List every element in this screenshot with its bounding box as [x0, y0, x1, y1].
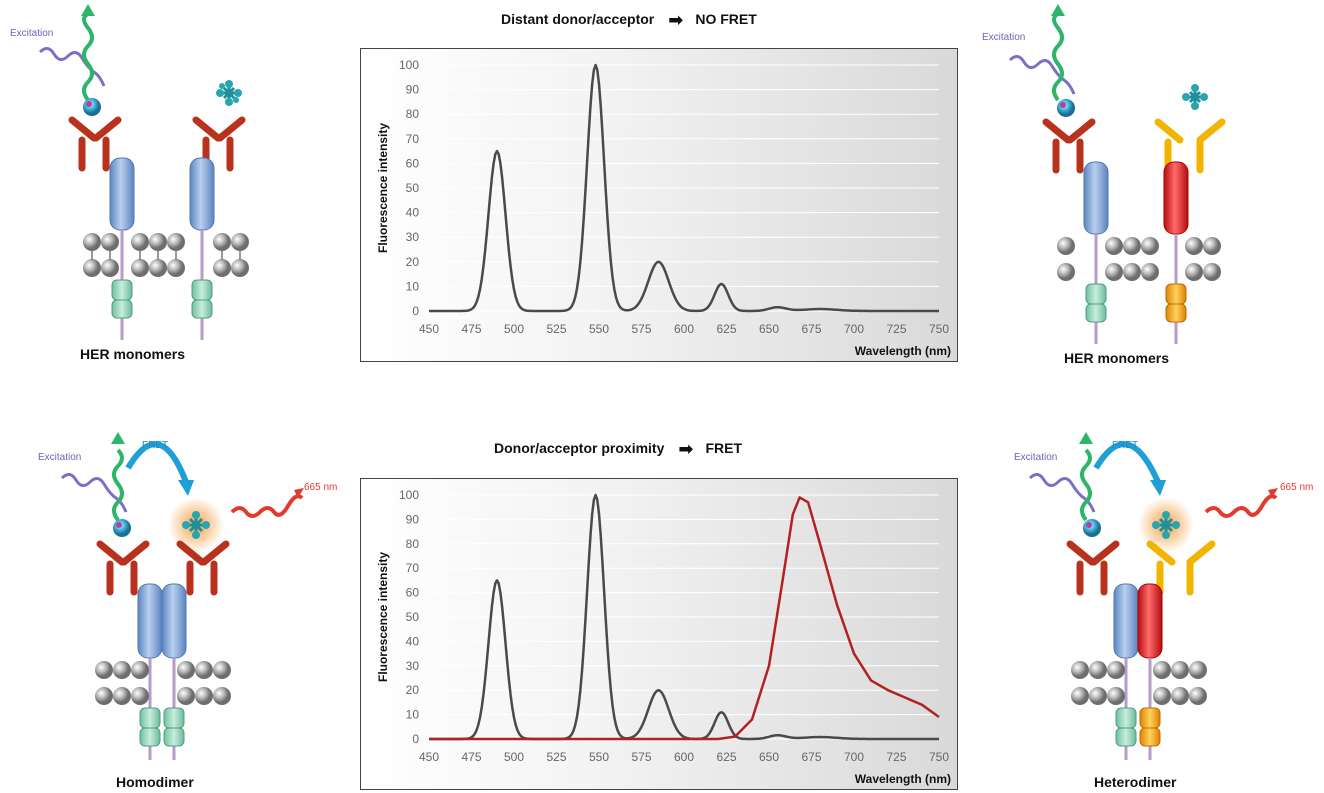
- y-tick-label: 90: [406, 83, 420, 97]
- y-axis-label: Fluorescence intensity: [376, 552, 390, 682]
- y-tick-label: 40: [406, 206, 420, 220]
- x-tick-label: 600: [674, 322, 694, 336]
- right-arrow-icon: ➡: [678, 439, 694, 459]
- x-axis-label: Wavelength (nm): [855, 772, 951, 786]
- excitation-label: Excitation: [10, 28, 54, 39]
- excitation-label: Excitation: [38, 452, 82, 463]
- spectrum-plot: 0 10 20 30 40 50 60 70 80 90 100 450 475 500 525 550 575…: [376, 488, 951, 786]
- x-tick-label: 625: [716, 750, 736, 764]
- fret-label: FRET: [1112, 440, 1139, 451]
- chart-title-right: FRET: [705, 440, 743, 456]
- y-tick-label: 100: [399, 488, 419, 502]
- x-tick-label: 625: [716, 322, 736, 336]
- y-tick-label: 80: [406, 107, 420, 121]
- panel-caption: HER monomers: [80, 346, 186, 362]
- panel-caption: HER monomers: [1064, 350, 1170, 366]
- x-tick-label: 725: [886, 322, 906, 336]
- panel-top-left: Excitation HER monomers: [0, 0, 300, 380]
- her-monomers-illustration: [38, 4, 249, 340]
- homodimer-illustration: [60, 432, 304, 760]
- x-tick-label: 600: [674, 750, 694, 764]
- y-tick-label: 100: [399, 58, 419, 72]
- fret-label: FRET: [142, 440, 169, 451]
- y-tick-label: 40: [406, 634, 420, 648]
- x-tick-label: 500: [504, 322, 524, 336]
- x-tick-label: 675: [801, 322, 821, 336]
- x-tick-label: 650: [759, 322, 779, 336]
- x-tick-label: 650: [759, 750, 779, 764]
- emission-label: 665 nm: [1280, 482, 1314, 493]
- series-line-0: [429, 63, 939, 313]
- panel-bottom-left: Excitation FRET 665 nm Homodimer: [0, 420, 340, 793]
- x-tick-label: 575: [631, 322, 651, 336]
- x-tick-label: 525: [546, 322, 566, 336]
- right-arrow-icon: ➡: [668, 10, 684, 30]
- y-tick-label: 0: [412, 304, 419, 318]
- excitation-label: Excitation: [1014, 452, 1058, 463]
- x-axis-label: Wavelength (nm): [855, 344, 951, 358]
- x-tick-label: 675: [801, 750, 821, 764]
- x-tick-label: 575: [631, 750, 651, 764]
- x-tick-label: 500: [504, 750, 524, 764]
- series-line-0: [429, 493, 939, 741]
- panel-top-right: Excitation HER monomers: [982, 0, 1324, 380]
- y-tick-label: 70: [406, 561, 420, 575]
- chart-title-top: Distant donor/acceptor ➡ NO FRET: [501, 10, 757, 31]
- panel-bottom-right: Excitation FRET 665 nm Heterodimer: [1000, 420, 1324, 793]
- y-tick-label: 90: [406, 512, 420, 526]
- y-tick-label: 20: [406, 683, 420, 697]
- x-tick-label: 475: [461, 322, 481, 336]
- y-tick-label: 50: [406, 610, 420, 624]
- chart-title-right: NO FRET: [695, 11, 757, 27]
- x-tick-label: 475: [461, 750, 481, 764]
- x-tick-label: 700: [844, 750, 864, 764]
- x-tick-label: 750: [929, 750, 949, 764]
- y-tick-label: 50: [406, 181, 420, 195]
- y-tick-label: 70: [406, 132, 420, 146]
- chart-title-left: Donor/acceptor proximity: [494, 440, 665, 456]
- y-tick-label: 20: [406, 255, 420, 269]
- chart-title-bottom: Donor/acceptor proximity ➡ FRET: [494, 439, 742, 460]
- her-monomers-illustration: [1008, 4, 1226, 344]
- spectrum-chart-bottom: 0 10 20 30 40 50 60 70 80 90 100 450 475 500 525 550 575…: [360, 478, 958, 790]
- series-line-1: [429, 496, 940, 741]
- y-tick-label: 0: [412, 732, 419, 746]
- x-tick-label: 450: [419, 322, 439, 336]
- x-tick-label: 750: [929, 322, 949, 336]
- x-tick-label: 550: [589, 750, 609, 764]
- y-axis-label: Fluorescence intensity: [376, 123, 390, 253]
- spectrum-plot: 0 10 20 30 40 50 60 70 80 90 100 450 475 500 525 550 575…: [376, 58, 951, 358]
- y-tick-label: 30: [406, 659, 420, 673]
- excitation-label: Excitation: [982, 32, 1026, 43]
- y-tick-label: 60: [406, 156, 420, 170]
- x-tick-label: 550: [589, 322, 609, 336]
- x-tick-label: 525: [546, 750, 566, 764]
- chart-title-left: Distant donor/acceptor: [501, 11, 655, 27]
- x-tick-label: 700: [844, 322, 864, 336]
- panel-caption: Homodimer: [116, 774, 194, 790]
- emission-label: 665 nm: [304, 482, 338, 493]
- heterodimer-illustration: [1028, 432, 1278, 760]
- y-tick-label: 80: [406, 537, 420, 551]
- x-tick-label: 725: [886, 750, 906, 764]
- panel-caption: Heterodimer: [1094, 774, 1177, 790]
- y-tick-label: 10: [406, 279, 420, 293]
- y-tick-label: 60: [406, 586, 420, 600]
- spectrum-chart-top: 0 10 20 30 40 50 60 70 80 90 100 450 475 500 525 550 575…: [360, 48, 958, 362]
- y-tick-label: 30: [406, 230, 420, 244]
- y-tick-label: 10: [406, 708, 420, 722]
- x-tick-label: 450: [419, 750, 439, 764]
